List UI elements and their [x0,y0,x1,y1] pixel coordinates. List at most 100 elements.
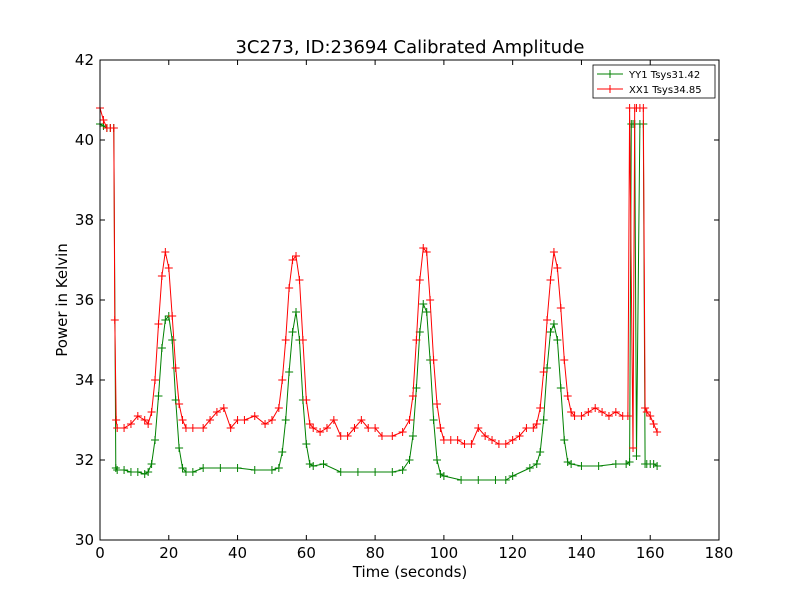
data-point-marker [188,424,197,432]
data-point-marker [539,416,548,424]
data-point-marker [353,468,362,476]
data-point-marker [281,416,290,424]
data-point-marker [549,320,558,328]
y-tick-label: 42 [75,51,94,69]
data-point-marker [436,424,445,432]
data-point-marker [267,466,276,474]
data-point-marker [388,432,397,440]
data-point-marker [377,432,386,440]
data-point-marker [543,316,552,324]
data-point-marker [261,420,270,428]
data-point-marker [639,104,648,112]
data-point-marker [226,424,235,432]
data-point-marker [250,466,259,474]
data-point-marker [350,424,359,432]
data-point-marker [288,328,297,336]
y-tick-label: 34 [75,371,94,389]
data-point-marker [305,460,314,468]
data-point-marker [532,420,541,428]
data-point-marker [398,466,407,474]
data-point-marker [295,276,304,284]
chart-title: 3C273, ID:23694 Calibrated Amplitude [235,37,584,58]
data-point-marker [288,256,297,264]
data-point-marker [629,444,638,452]
data-point-marker [567,460,576,468]
data-point-marker [151,376,160,384]
data-point-marker [144,420,153,428]
data-point-marker [274,404,283,412]
data-point-marker [570,412,579,420]
data-point-marker [343,432,352,440]
data-point-marker [556,384,565,392]
x-tick-label: 140 [567,544,596,562]
data-point-marker [336,468,345,476]
data-point-marker [309,462,318,470]
data-point-marker [536,404,545,412]
data-point-marker [467,440,476,448]
data-point-marker [178,416,187,424]
data-point-marker [181,468,190,476]
data-point-marker [522,424,531,432]
data-point-marker [212,408,221,416]
data-point-marker [274,464,283,472]
data-point-marker [525,464,534,472]
data-point-marker [556,304,565,312]
data-point-marker [553,264,562,272]
data-point-marker [206,416,215,424]
data-point-marker [611,460,620,468]
data-point-marker [357,416,366,424]
data-point-marker [622,460,631,468]
data-point-marker [433,456,442,464]
legend-box [592,64,716,99]
data-point-marker [501,440,510,448]
data-point-marker [422,308,431,316]
data-point-marker [285,368,294,376]
x-axis-label: Time (seconds) [352,563,468,581]
data-point-marker [649,460,658,468]
data-point-marker [598,408,607,416]
data-point-marker [371,424,380,432]
data-point-marker [536,448,545,456]
data-point-marker [405,416,414,424]
data-point-marker [161,248,170,256]
data-point-marker [488,436,497,444]
data-point-marker [429,416,438,424]
data-point-marker [278,448,287,456]
data-point-marker [240,416,249,424]
data-point-marker [419,300,428,308]
data-point-marker [126,420,135,428]
data-point-marker [422,248,431,256]
data-point-marker [642,408,651,416]
data-point-marker [653,428,662,436]
data-point-marker [278,376,287,384]
data-point-marker [577,462,586,470]
x-tick-label: 40 [228,544,247,562]
x-tick-label: 160 [636,544,665,562]
data-point-marker [329,416,338,424]
y-tick-label: 30 [75,531,94,549]
data-point-marker [157,344,166,352]
x-tick-label: 100 [430,544,459,562]
data-point-marker [436,470,445,478]
data-point-marker [120,424,129,432]
x-tick-label: 20 [159,544,178,562]
data-point-marker [591,404,600,412]
data-point-marker [515,432,524,440]
data-point-marker [113,424,122,432]
legend-label-xx1: XX1 Tsys34.85 [629,85,702,96]
data-point-marker [653,462,662,470]
data-point-marker [532,460,541,468]
x-tick-label: 180 [705,544,734,562]
y-tick-label: 36 [75,291,94,309]
data-point-marker [604,412,613,420]
data-point-marker [157,272,166,280]
data-point-marker [319,460,328,468]
data-point-marker [181,424,190,432]
data-point-marker [140,470,149,478]
data-point-marker [113,466,122,474]
data-point-marker [250,412,259,420]
y-tick-label: 40 [75,131,94,149]
data-point-marker [474,476,483,484]
data-point-marker [171,364,180,372]
